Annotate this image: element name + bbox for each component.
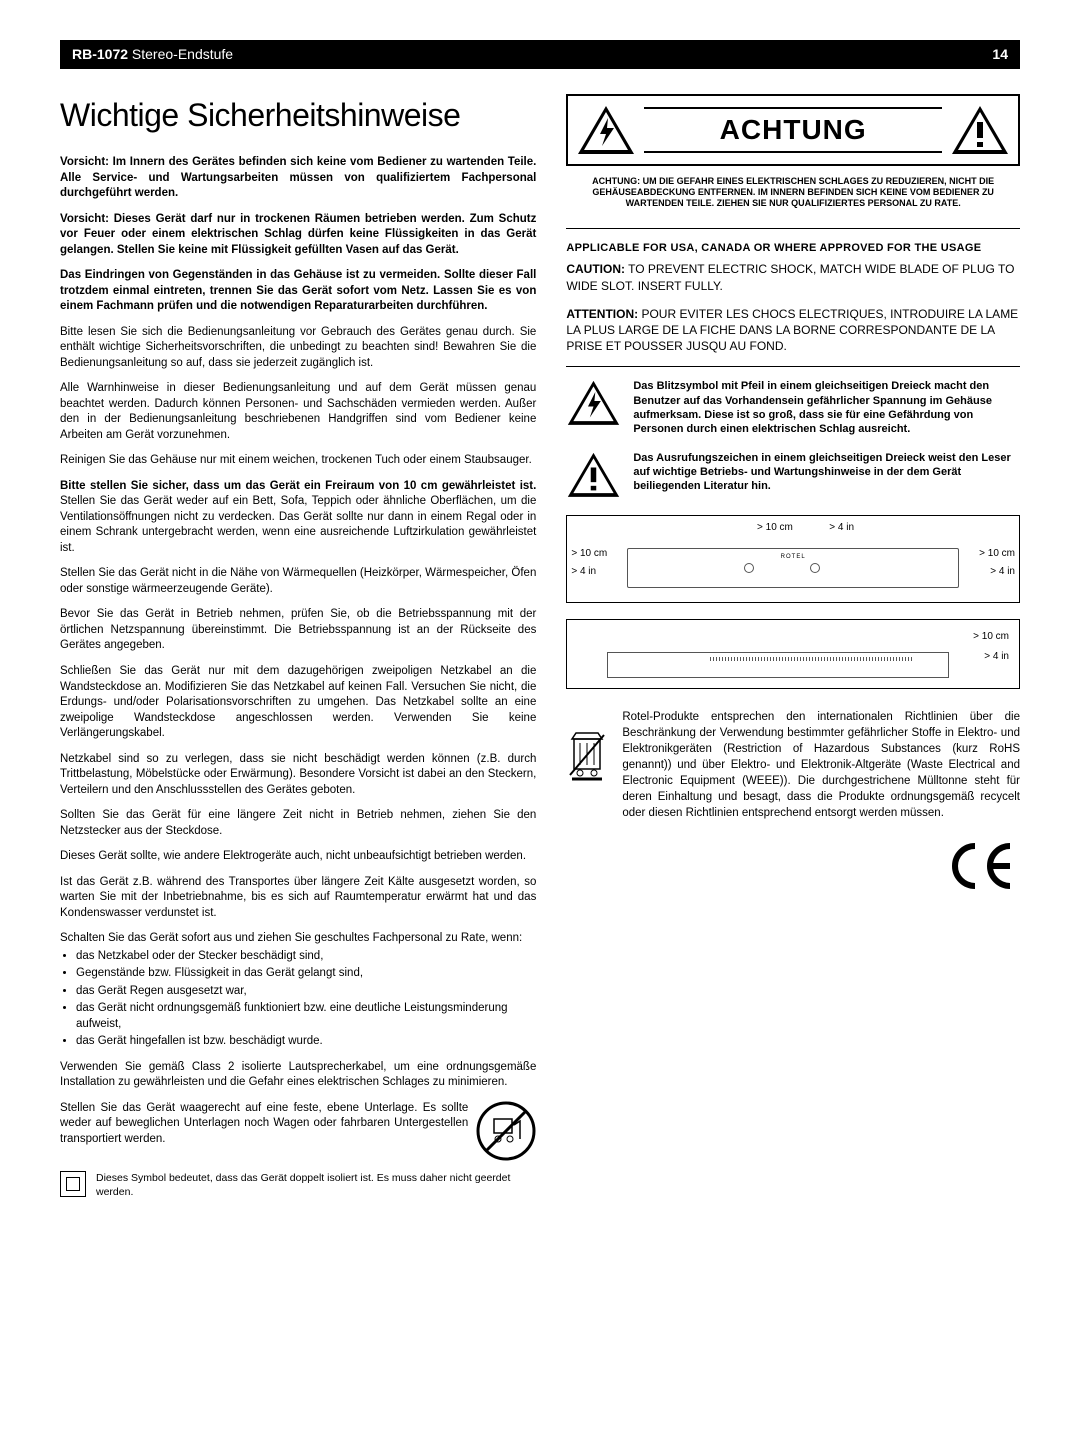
para-15: Schalten Sie das Gerät sofort aus und zi… [60,931,536,947]
para-16: Verwenden Sie gemäß Class 2 isolierte La… [60,1060,536,1091]
ce-mark-icon [566,841,1020,906]
bullet-1: das Netzkabel oder der Stecker beschädig… [76,949,536,965]
weee-bin-icon [566,727,608,782]
page-number: 14 [992,45,1008,64]
lightning-triangle-icon [576,104,636,156]
achtung-box: ACHTUNG [566,94,1020,166]
lightning-triangle-icon [566,379,621,429]
bullet-3: das Gerät Regen ausgesetzt war, [76,984,536,1000]
double-insulation-icon [60,1171,86,1197]
para-13: Dieses Gerät sollte, wie andere Elektrog… [60,849,536,865]
exclamation-triangle-icon [566,451,621,501]
attention-fr: ATTENTION: POUR EVITER LES CHOCS ELECTRI… [566,306,1020,355]
warning-1: Vorsicht: Im Innern des Gerätes befinden… [60,155,536,202]
clearance-diagram-front: > 10 cm > 4 in > 10 cm > 4 in > 10 cm > … [566,515,1020,603]
para-4: Bitte lesen Sie sich die Bedienungsanlei… [60,325,536,372]
para-5: Alle Warnhinweise in dieser Bedienungsan… [60,381,536,443]
unit-side-view [607,652,949,678]
warning-3: Das Eindringen von Gegenständen in das G… [60,268,536,315]
page-title: Wichtige Sicherheitshinweise [60,94,536,137]
no-cart-icon [476,1101,536,1161]
lightning-symbol-explain: Das Blitzsymbol mit Pfeil in einem gleic… [566,379,1020,436]
achtung-title: ACHTUNG [644,107,942,153]
left-column: Wichtige Sicherheitshinweise Vorsicht: I… [60,94,536,1199]
bullet-5: das Gerät hingefallen ist bzw. beschädig… [76,1034,536,1050]
para-14: Ist das Gerät z.B. während des Transport… [60,875,536,922]
para-9: Bevor Sie das Gerät in Betrieb nehmen, p… [60,607,536,654]
exclamation-symbol-explain: Das Ausrufungszeichen in einem gleichsei… [566,451,1020,501]
para-11: Netzkabel sind so zu verlegen, dass sie … [60,752,536,799]
caution-en: CAUTION: TO PREVENT ELECTRIC SHOCK, MATC… [566,261,1020,293]
unit-front-view: ROTEL [627,548,959,588]
para-10: Schließen Sie das Gerät nur mit dem dazu… [60,664,536,742]
para-8: Stellen Sie das Gerät nicht in die Nähe … [60,566,536,597]
para-12: Sollten Sie das Gerät für eine längere Z… [60,808,536,839]
para-6: Reinigen Sie das Gehäuse nur mit einem w… [60,453,536,469]
header-bar: RB-1072 Stereo-Endstufe 14 [60,40,1020,69]
achtung-small-text: ACHTUNG: UM DIE GEFAHR EINES ELEKTRISCHE… [566,176,1020,210]
fault-list: das Netzkabel oder der Stecker beschädig… [60,949,536,1050]
applicable-header: APPLICABLE FOR USA, CANADA OR WHERE APPR… [566,241,1020,256]
warning-2: Vorsicht: Dieses Gerät darf nur in trock… [60,212,536,259]
bullet-4: das Gerät nicht ordnungsgemäß funktionie… [76,1001,536,1032]
bullet-2: Gegenstände bzw. Flüssigkeit in das Gerä… [76,966,536,982]
clearance-diagram-side: > 10 cm > 4 in [566,619,1020,689]
product-name: Stereo-Endstufe [132,46,233,62]
exclamation-triangle-icon [950,104,1010,156]
para-17: Stellen Sie das Gerät waagerecht auf ein… [60,1101,536,1148]
double-insulation-note: Dieses Symbol bedeutet, dass das Gerät d… [60,1171,536,1199]
para-7: Bitte stellen Sie sicher, dass um das Ge… [60,479,536,557]
model-number: RB-1072 [72,46,128,62]
weee-section: Rotel-Produkte entsprechen den internati… [566,709,1020,822]
right-column: ACHTUNG ACHTUNG: UM DIE GEFAHR EINES ELE… [566,94,1020,1199]
